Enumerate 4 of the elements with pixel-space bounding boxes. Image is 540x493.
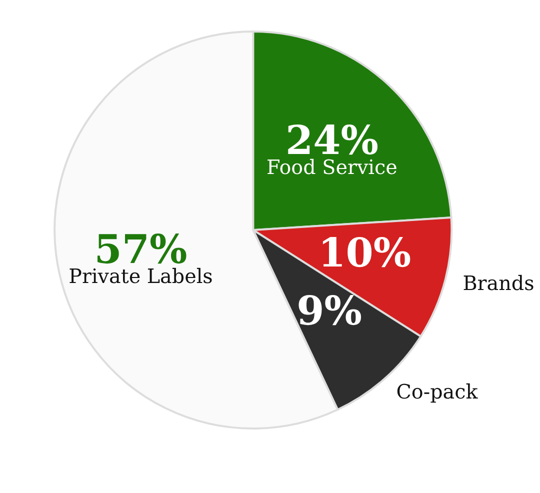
slice-label: Brands [462, 272, 534, 295]
slice-label: Co-pack [396, 380, 479, 404]
data-label: 10% [318, 230, 412, 277]
data-label: 9% [296, 288, 362, 334]
